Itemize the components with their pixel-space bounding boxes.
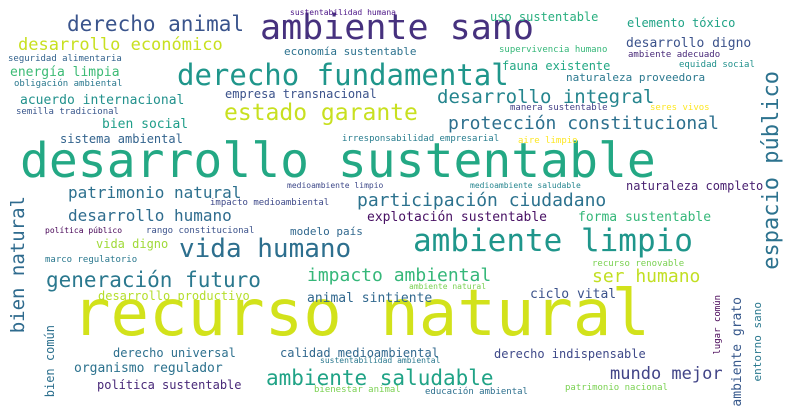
word-acuerdo-internacional: acuerdo internacional	[20, 93, 185, 108]
word-politica-publico: política público	[45, 226, 123, 235]
word-economia-sustentable: economía sustentable	[284, 45, 417, 58]
word-participacion-ciudadano: participación ciudadano	[357, 190, 607, 211]
word-mundo-mejor: mundo mejor	[610, 364, 723, 384]
word-bien-natural: bien natural	[7, 196, 29, 334]
word-derecho-fundamental: derecho fundamental	[177, 58, 509, 92]
word-desarrollo-humano: desarrollo humano	[68, 206, 232, 225]
word-ambiente-natural: ambiente natural	[409, 282, 487, 291]
word-medioambiente-limpio: medioambiente limpio	[287, 181, 384, 190]
word-patrimonio-natural: patrimonio natural	[68, 183, 242, 202]
word-proteccion-constitucional: protección constitucional	[448, 113, 719, 134]
word-modelo-pais: modelo país	[290, 225, 363, 238]
word-politica-sustentable: política sustentable	[97, 378, 242, 392]
word-bien-social: bien social	[102, 117, 189, 132]
word-ambiente-saludable: ambiente saludable	[266, 366, 494, 390]
word-semilla-tradicional: semilla tradicional	[16, 107, 119, 117]
word-bien-comun: bien común	[43, 325, 57, 398]
word-desarrollo-economico: desarrollo económico	[18, 35, 223, 55]
word-equidad-social: equidad social	[679, 60, 755, 70]
word-patrimonio-nacional: patrimonio nacional	[565, 383, 668, 393]
word-lugar-comun: lugar común	[713, 295, 723, 355]
word-ambiente-adecuado: ambiente adecuado	[628, 50, 721, 60]
word-derecho-indispensable: derecho indispensable	[494, 347, 646, 361]
word-aire-limpio: aire limpio	[518, 136, 578, 146]
word-rango-constitucional: rango constitucional	[146, 226, 255, 236]
word-forma-sustentable: forma sustentable	[578, 210, 712, 225]
word-fauna-existente: fauna existente	[502, 59, 611, 73]
word-supervivencia-humano: supervivencia humano	[499, 45, 608, 55]
word-calidad-medioambiental: calidad medioambiental	[280, 346, 439, 360]
word-naturaleza-completo: naturaleza completo	[626, 179, 764, 193]
word-derecho-universal: derecho universal	[113, 346, 236, 360]
word-desarrollo-sustentable: desarrollo sustentable	[20, 133, 656, 189]
word-elemento-toxico: elemento tóxico	[627, 16, 736, 30]
word-impacto-ambiental: impacto ambiental	[307, 265, 492, 286]
word-vida-digno: vida digno	[96, 237, 169, 251]
word-ciclo-vital: ciclo vital	[530, 287, 617, 302]
word-recurso-natural: recurso natural	[72, 277, 650, 351]
word-impacto-medioambiental: impacto medioambiental	[210, 198, 330, 208]
word-sistema-ambiental: sistema ambiental	[60, 132, 183, 146]
word-seguridad-alimentaria: seguridad alimentaria	[8, 54, 122, 64]
word-uso-sustentable: uso sustentable	[490, 10, 599, 24]
word-explotacion-sustentable: explotación sustentable	[367, 210, 548, 225]
word-irresponsabilidad-empresarial: irresponsabilidad empresarial	[342, 134, 500, 144]
word-entorno-sano: entorno sano	[751, 302, 764, 382]
word-vida-humano: vida humano	[179, 234, 352, 264]
word-ser-humano: ser humano	[592, 266, 701, 287]
word-espacio-publico: espacio público	[759, 71, 784, 270]
word-derecho-animal: derecho animal	[67, 12, 245, 36]
word-organismo-regulador: organismo regulador	[74, 361, 223, 376]
word-obligacion-ambiental: obligación ambiental	[14, 79, 123, 89]
word-medioambiente-saludable: medioambiente saludable	[470, 181, 581, 190]
word-recurso-renovable: recurso renovable	[592, 259, 685, 269]
word-desarrollo-integral: desarrollo integral	[437, 86, 655, 108]
word-empresa-transnacional: empresa transnacional	[225, 87, 377, 101]
word-ambiente-sano: ambiente sano	[260, 8, 534, 48]
word-desarrollo-productivo: desarrollo productivo	[98, 289, 250, 303]
word-generacion-futuro: generación futuro	[46, 268, 261, 292]
word-bienestar-animal: bienestar animal	[314, 385, 401, 395]
word-ambiente-grato: ambiente grato	[730, 297, 745, 407]
word-desarrollo-digno: desarrollo digno	[626, 36, 752, 51]
word-animal-sintiente: animal sintiente	[307, 291, 433, 306]
word-estado-garante: estado garante	[224, 100, 418, 126]
word-ambiente-limpio: ambiente limpio	[413, 223, 693, 259]
word-educacion-ambiental: educación ambiental	[425, 387, 528, 397]
word-manera-sustentable: manera sustentable	[510, 103, 608, 113]
word-seres-vivos: seres vivos	[650, 103, 710, 113]
word-energia-limpia: energía limpia	[10, 65, 120, 80]
word-marco-regulatorio: marco regulatorio	[45, 255, 138, 265]
word-naturaleza-proveedora: naturaleza proveedora	[566, 71, 706, 84]
word-sustentabilidad-ambiental: sustentabilidad ambiental	[320, 356, 441, 365]
word-sustentabilidad-humana: sustentabilidad humana	[290, 8, 396, 17]
